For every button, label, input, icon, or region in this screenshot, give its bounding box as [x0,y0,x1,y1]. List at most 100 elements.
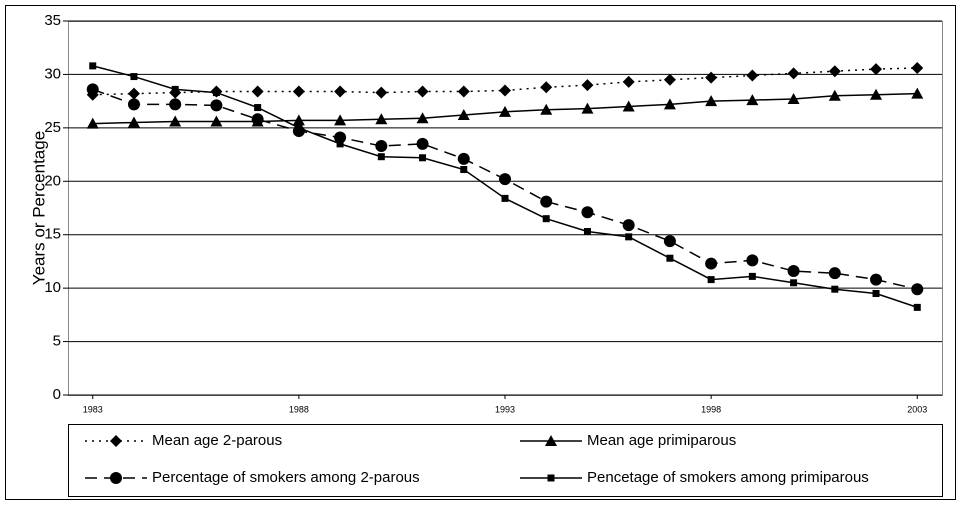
data-point [212,89,220,97]
data-point [746,254,759,267]
data-point [210,99,223,112]
data-point [831,285,839,293]
data-point [622,100,635,112]
data-point [334,114,347,126]
data-point [828,89,841,101]
data-point [707,276,715,284]
data-point [336,140,344,148]
data-point [86,83,99,96]
data-point [787,265,800,278]
x-tick-label: 1988 [289,404,309,414]
data-point [419,154,427,162]
data-point [748,272,756,280]
data-point [501,194,509,202]
y-tick-label: 15 [44,226,61,243]
data-point [870,63,883,76]
y-tick-label: 20 [44,172,61,189]
data-point [251,85,264,98]
data-point [787,93,800,105]
legend-marker [110,472,122,484]
y-axis-label: Years or Percentage [29,131,48,285]
data-point [787,67,800,80]
data-point [583,228,591,236]
data-point [334,85,347,98]
data-point [870,88,883,100]
data-point [790,279,798,287]
y-tick-label: 30 [44,65,61,82]
legend-marker [110,435,122,447]
data-point [666,254,674,262]
data-point [251,113,264,126]
data-point [542,215,550,223]
legend-label: Mean age 2-parous [152,432,282,449]
data-point [499,173,511,186]
data-point [540,81,553,94]
data-point [625,233,633,241]
y-tick-label: 25 [44,119,61,136]
y-tick-label: 0 [53,386,61,403]
data-point [540,195,553,208]
data-point [127,87,140,100]
data-point [457,109,470,121]
data-point [375,113,388,125]
data-point [663,73,676,86]
data-point [375,86,388,99]
x-tick-label: 2003 [907,404,927,414]
data-point [622,75,635,88]
legend-label: Mean age primiparous [587,432,736,449]
data-point [254,104,262,112]
data-point [292,85,305,98]
legend-label: Percentage of smokers among 2-parous [152,469,420,486]
data-point [663,235,676,248]
x-tick-label: 1993 [495,404,515,414]
data-point [460,166,468,174]
data-point [416,85,429,98]
legend-marker [547,474,555,482]
data-point [169,98,182,111]
data-point [210,115,223,127]
data-point [171,85,179,93]
data-point [416,112,429,124]
data-point [913,303,921,311]
data-point [581,79,594,92]
data-point [86,117,99,129]
legend [68,424,943,497]
data-point [746,94,759,106]
legend-marker [545,435,557,446]
data-point [581,102,594,114]
data-point [540,103,553,115]
data-point [705,95,718,107]
data-point [581,206,594,219]
data-point [828,65,841,78]
x-tick-label: 1998 [701,404,721,414]
data-point [705,257,718,270]
data-point [872,289,880,297]
data-point [377,153,385,161]
data-point [375,140,388,153]
data-point [457,85,470,98]
data-point [828,267,841,280]
data-point [705,71,718,84]
data-point [499,105,511,117]
x-tick-label: 1983 [83,404,103,414]
data-point [416,137,429,150]
data-point [746,69,759,82]
data-point [89,62,97,70]
data-point [911,62,924,75]
data-point [127,116,140,128]
data-point [292,114,305,126]
data-point [457,152,470,165]
data-point [295,124,303,132]
y-tick-label: 5 [53,333,61,350]
data-point [911,283,924,296]
data-point [499,84,511,97]
y-tick-label: 10 [44,279,61,296]
legend-label: Pencetage of smokers among primiparous [587,469,869,486]
data-point [663,98,676,110]
data-point [911,87,924,99]
data-point [870,273,883,286]
data-point [169,115,182,127]
series-line [92,67,918,96]
data-point [130,73,138,81]
